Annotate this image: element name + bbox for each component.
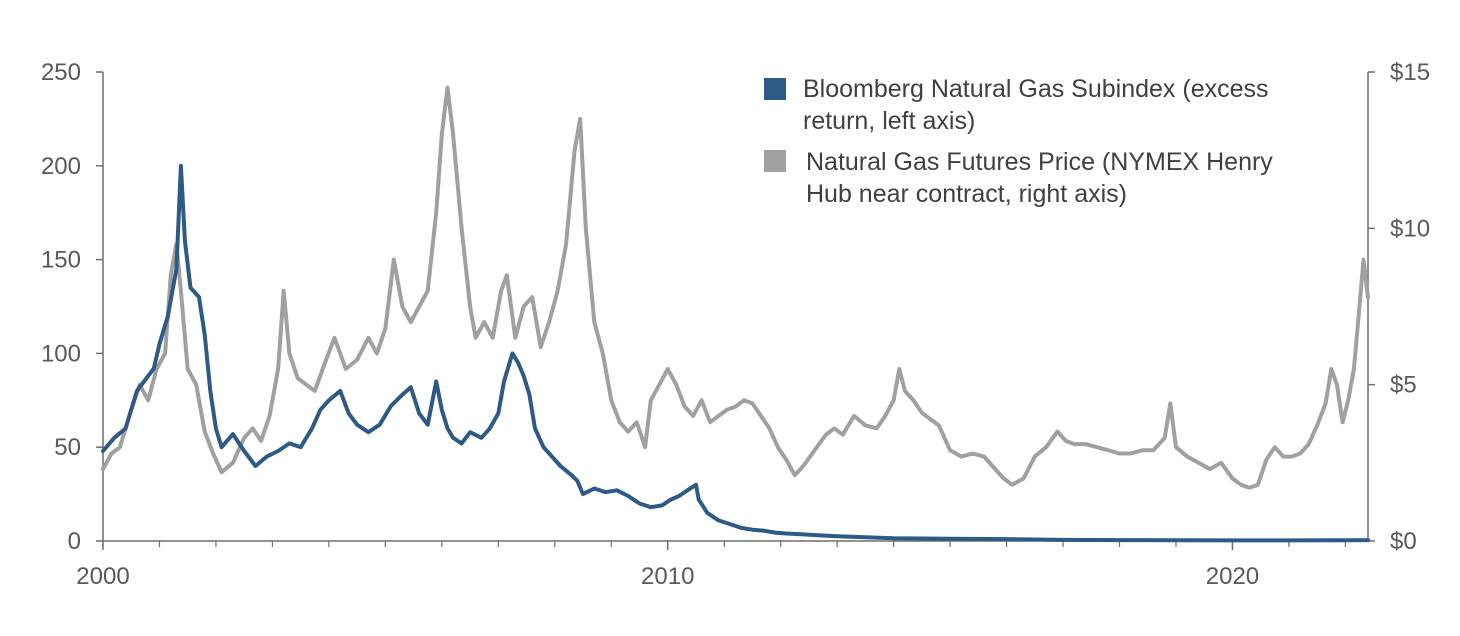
right-tick-label: $0 [1390,528,1417,555]
chart-series-layer [101,85,1370,543]
left-tick-label: 0 [68,528,81,555]
x-tick-label: 2000 [76,563,129,590]
right-tick-label: $5 [1390,372,1417,399]
right-tick-label: $10 [1390,215,1430,242]
legend-swatch [764,78,786,100]
legend-label: return, left axis) [803,107,975,135]
left-tick-label: 250 [41,59,81,86]
left-tick-label: 100 [41,340,81,367]
legend-label: Bloomberg Natural Gas Subindex (excess [803,75,1269,103]
legend-swatch [764,150,786,172]
right-tick-label: $15 [1390,59,1430,86]
x-tick-label: 2010 [641,563,694,590]
chart-axes: 0 50 100 150 200 250 $0 $5 $10 $15 2000 2010 2020 [41,59,1430,590]
series-line-subindex [101,163,1370,543]
left-tick-label: 200 [41,153,81,180]
series-line-futures-price [101,85,1370,490]
left-tick-label: 150 [41,247,81,274]
legend-label: Natural Gas Futures Price (NYMEX Henry [806,148,1273,176]
chart-legend: Bloomberg Natural Gas Subindex (excess re… [764,75,1273,208]
legend-label: Hub near contract, right axis) [806,180,1127,208]
left-tick-label: 50 [54,434,81,461]
x-tick-label: 2020 [1206,563,1259,590]
